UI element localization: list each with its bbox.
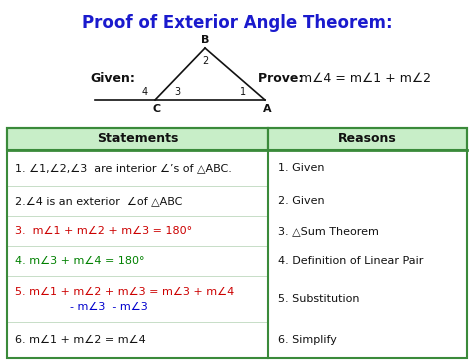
- Text: - m∠3  - m∠3: - m∠3 - m∠3: [70, 302, 148, 312]
- Text: Proof of Exterior Angle Theorem:: Proof of Exterior Angle Theorem:: [82, 14, 392, 32]
- Text: Prove:: Prove:: [258, 72, 308, 85]
- Text: 2: 2: [202, 56, 208, 66]
- Text: Statements: Statements: [97, 132, 178, 146]
- Text: B: B: [201, 35, 209, 45]
- Bar: [7, 128, 268, 150]
- Text: 4. m∠3 + m∠4 = 180°: 4. m∠3 + m∠4 = 180°: [15, 256, 145, 266]
- Text: A: A: [263, 104, 271, 114]
- Text: 4: 4: [142, 87, 148, 97]
- Text: 3: 3: [174, 87, 180, 97]
- Text: 2.∠4 is an exterior  ∠of △ABC: 2.∠4 is an exterior ∠of △ABC: [15, 196, 182, 206]
- Bar: [268, 128, 467, 150]
- Text: m∠4 = m∠1 + m∠2: m∠4 = m∠1 + m∠2: [300, 72, 431, 85]
- Text: C: C: [153, 104, 161, 114]
- Text: 3. △Sum Theorem: 3. △Sum Theorem: [278, 226, 379, 236]
- Text: 6. m∠1 + m∠2 = m∠4: 6. m∠1 + m∠2 = m∠4: [15, 335, 146, 345]
- Text: 5. m∠1 + m∠2 + m∠3 = m∠3 + m∠4: 5. m∠1 + m∠2 + m∠3 = m∠3 + m∠4: [15, 287, 234, 297]
- Text: 5. Substitution: 5. Substitution: [278, 294, 359, 304]
- Text: 4. Definition of Linear Pair: 4. Definition of Linear Pair: [278, 256, 423, 266]
- Text: 1: 1: [240, 87, 246, 97]
- Text: 1. Given: 1. Given: [278, 163, 325, 173]
- Text: Reasons: Reasons: [338, 132, 397, 146]
- Text: 3.  m∠1 + m∠2 + m∠3 = 180°: 3. m∠1 + m∠2 + m∠3 = 180°: [15, 226, 192, 236]
- Text: 6. Simplify: 6. Simplify: [278, 335, 337, 345]
- Text: 1. ∠1,∠2,∠3  are interior ∠’s of △ABC.: 1. ∠1,∠2,∠3 are interior ∠’s of △ABC.: [15, 163, 232, 173]
- Text: 2. Given: 2. Given: [278, 196, 325, 206]
- Text: Given:: Given:: [90, 72, 135, 85]
- Bar: [7, 128, 467, 358]
